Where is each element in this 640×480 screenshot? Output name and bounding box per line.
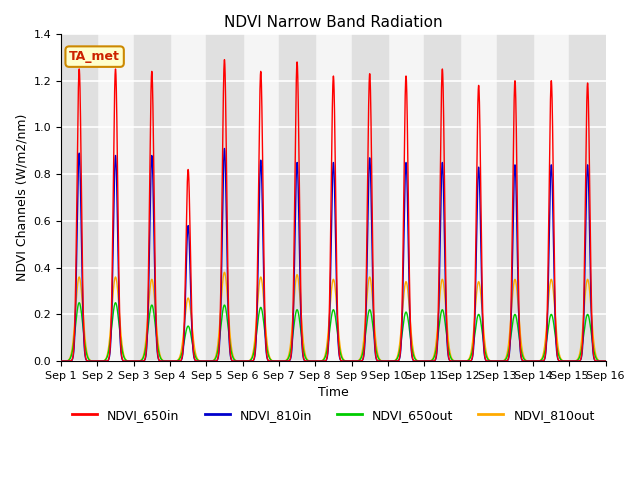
NDVI_650out [174,358,182,363]
NDVI_650out [600,358,608,364]
NDVI_810in [221,145,228,151]
Line: NDVI_650out: NDVI_650out [61,303,605,361]
Text: TA_met: TA_met [69,50,120,63]
NDVI_650in [409,355,417,361]
NDVI_650in [261,314,269,320]
NDVI_810out [486,358,493,363]
NDVI_810out [168,358,175,364]
NDVI_810in [173,358,181,364]
NDVI_810out [602,358,609,364]
NDVI_810out [409,342,417,348]
NDVI_810in [57,358,65,364]
Bar [134,34,170,361]
Title: NDVI Narrow Band Radiation: NDVI Narrow Band Radiation [224,15,443,30]
Bar [351,34,388,361]
NDVI_810in [600,358,608,364]
NDVI_810out [221,269,228,275]
Bar [61,34,97,361]
Bar [570,34,605,361]
NDVI_650in [221,57,228,62]
NDVI_810out [173,357,181,363]
Line: NDVI_810out: NDVI_810out [61,272,605,361]
NDVI_650in [173,358,181,364]
Bar [206,34,243,361]
NDVI_650in [57,358,65,364]
Bar [279,34,316,361]
X-axis label: Time: Time [318,386,349,399]
NDVI_810in [409,356,417,362]
NDVI_650out [409,348,417,354]
NDVI_810out [600,358,608,364]
Line: NDVI_650in: NDVI_650in [61,60,605,361]
Bar [497,34,533,361]
NDVI_650out [76,300,83,306]
NDVI_650out [602,358,609,364]
NDVI_650in [600,358,608,364]
NDVI_810out [57,358,65,364]
Line: NDVI_810in: NDVI_810in [61,148,605,361]
NDVI_810in [168,358,175,364]
NDVI_650out [486,358,493,364]
Bar [424,34,461,361]
NDVI_650in [486,358,493,364]
NDVI_810in [486,358,493,364]
NDVI_650in [602,358,609,364]
NDVI_650in [168,358,175,364]
NDVI_650out [57,358,65,364]
NDVI_810in [261,328,269,334]
Legend: NDVI_650in, NDVI_810in, NDVI_650out, NDVI_810out: NDVI_650in, NDVI_810in, NDVI_650out, NDV… [67,404,600,427]
NDVI_650out [168,358,176,364]
NDVI_650out [261,331,269,337]
Y-axis label: NDVI Channels (W/m2/nm): NDVI Channels (W/m2/nm) [15,114,28,281]
NDVI_810in [602,358,609,364]
NDVI_810out [261,316,269,322]
